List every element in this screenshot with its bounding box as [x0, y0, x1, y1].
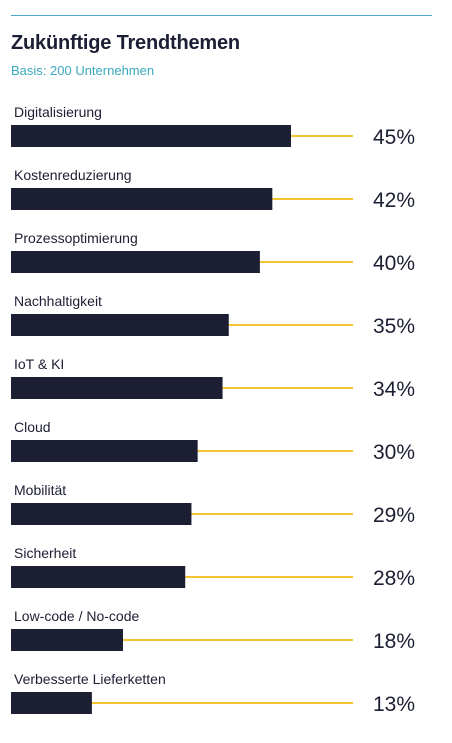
- bar: [11, 377, 223, 399]
- value-label: 42%: [373, 189, 415, 212]
- bar-row: Mobilität 29%: [11, 482, 415, 527]
- category-label: Kostenreduzierung: [14, 167, 132, 183]
- value-label: 35%: [373, 315, 415, 338]
- bar: [11, 251, 260, 273]
- category-label: Digitalisierung: [14, 104, 102, 120]
- bar-row: Digitalisierung 45%: [11, 104, 415, 149]
- category-label: Verbesserte Lieferketten: [14, 671, 166, 687]
- bar: [11, 314, 229, 336]
- category-label: Nachhaltigkeit: [14, 293, 102, 309]
- chart-title: Zukünftige Trendthemen: [11, 32, 240, 54]
- bar: [11, 125, 291, 147]
- bar-row: IoT & KI 34%: [11, 356, 415, 401]
- bar-row: Kostenreduzierung 42%: [11, 167, 415, 212]
- chart-subtitle: Basis: 200 Unternehmen: [11, 63, 155, 78]
- bar: [11, 188, 273, 210]
- bar: [11, 566, 186, 588]
- bar-row: Cloud 30%: [11, 419, 415, 464]
- value-label: 29%: [373, 504, 415, 527]
- value-label: 13%: [373, 693, 415, 716]
- value-label: 30%: [373, 441, 415, 464]
- bar-row: Prozessoptimierung 40%: [11, 230, 415, 275]
- value-label: 34%: [373, 378, 415, 401]
- bar: [11, 440, 198, 462]
- bar-row: Low-code / No-code 18%: [11, 608, 415, 653]
- category-label: Sicherheit: [14, 545, 76, 561]
- bar-row: Verbesserte Lieferketten 13%: [11, 671, 415, 716]
- bar: [11, 503, 192, 525]
- value-label: 28%: [373, 567, 415, 590]
- top-rule: [11, 15, 432, 16]
- category-label: Prozessoptimierung: [14, 230, 138, 246]
- category-label: Low-code / No-code: [14, 608, 140, 624]
- bar: [11, 629, 123, 651]
- category-label: Cloud: [14, 419, 51, 435]
- value-label: 45%: [373, 126, 415, 149]
- value-label: 40%: [373, 252, 415, 275]
- category-label: Mobilität: [14, 482, 66, 498]
- bar-row: Nachhaltigkeit 35%: [11, 293, 415, 338]
- category-label: IoT & KI: [14, 356, 64, 372]
- bar: [11, 692, 92, 714]
- bar-row: Sicherheit 28%: [11, 545, 415, 590]
- value-label: 18%: [373, 630, 415, 653]
